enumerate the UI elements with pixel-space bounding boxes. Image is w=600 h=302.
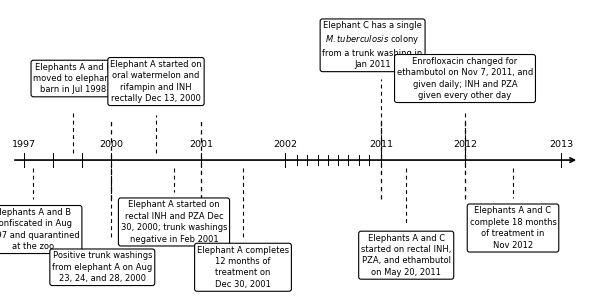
Text: Elephants A and B
confiscated in Aug
1997 and quarantined
at the zoo: Elephants A and B confiscated in Aug 199… bbox=[0, 208, 80, 251]
Text: Elephants A and C
complete 18 months
of treatment in
Nov 2012: Elephants A and C complete 18 months of … bbox=[470, 206, 556, 250]
Text: 1997: 1997 bbox=[12, 140, 36, 149]
Text: Elephants A and B
moved to elephant
barn in Jul 1998: Elephants A and B moved to elephant barn… bbox=[34, 63, 113, 95]
Text: 2013: 2013 bbox=[549, 140, 573, 149]
Text: 2000: 2000 bbox=[99, 140, 123, 149]
Text: 2011: 2011 bbox=[369, 140, 393, 149]
Text: 2002: 2002 bbox=[273, 140, 297, 149]
Text: Elephant A started on
oral watermelon and
rifampin and INH
rectally Dec 13, 2000: Elephant A started on oral watermelon an… bbox=[110, 60, 202, 103]
Text: Enrofloxacin changed for
ethambutol on Nov 7, 2011, and
given daily; INH and PZA: Enrofloxacin changed for ethambutol on N… bbox=[397, 57, 533, 100]
Text: 2012: 2012 bbox=[453, 140, 477, 149]
Text: Elephants A and C
started on rectal INH,
PZA, and ethambutol
on May 20, 2011: Elephants A and C started on rectal INH,… bbox=[361, 233, 451, 277]
Text: Elephant A started on
rectal INH and PZA Dec
30, 2000; trunk washings
negative i: Elephant A started on rectal INH and PZA… bbox=[121, 200, 227, 244]
Text: 2001: 2001 bbox=[189, 140, 213, 149]
Text: Elephant C has a single
$\it{M. tuberculosis}$ colony
from a trunk washing in
Ja: Elephant C has a single $\it{M. tubercul… bbox=[322, 21, 423, 69]
Text: Positive trunk washings
from elephant A on Aug
23, 24, and 28, 2000: Positive trunk washings from elephant A … bbox=[52, 251, 152, 283]
Text: Elephant A completes
12 months of
treatment on
Dec 30, 2001: Elephant A completes 12 months of treatm… bbox=[197, 246, 289, 289]
